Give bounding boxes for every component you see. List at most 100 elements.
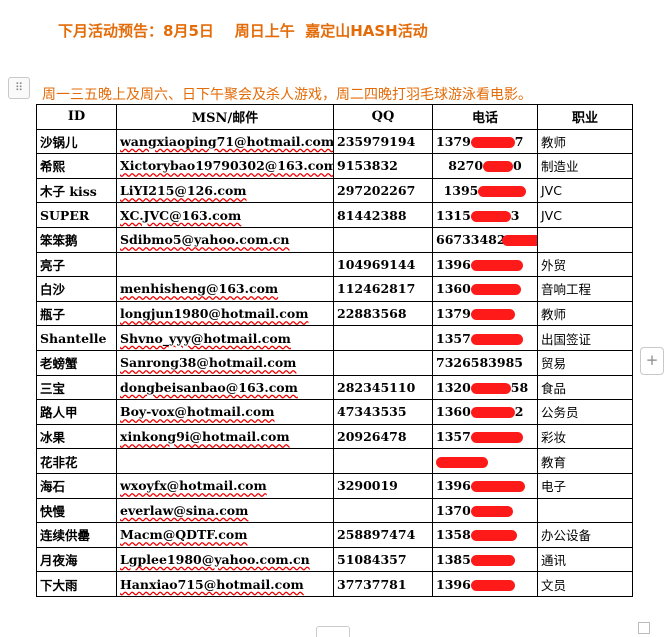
cell-id: 下大雨 — [36, 571, 117, 597]
email-text: XC.JVC@163.com — [120, 207, 242, 223]
phone-text: 1357 — [436, 429, 471, 445]
redaction-mark — [470, 554, 515, 566]
cell-qq — [333, 226, 433, 253]
cell-job — [537, 226, 633, 253]
cell-email: Macm@QDTF.com — [116, 522, 334, 548]
header-phone: 电话 — [432, 104, 538, 130]
cell-email — [116, 251, 334, 278]
phone-text: 1357 — [436, 330, 471, 346]
phone-text: 1360 — [436, 404, 471, 420]
cell-email: wangxiaoping71@hotmail.com — [116, 128, 334, 155]
cell-id: 冰果 — [36, 423, 117, 450]
email-text: Boy-vox@hotmail.com — [120, 404, 275, 420]
cell-phone: 1379 — [432, 300, 538, 327]
redaction-mark — [470, 505, 513, 517]
email-text: Sdibmo5@yahoo.com.cn — [120, 232, 290, 248]
cell-phone: 1360 — [432, 276, 538, 302]
cell-email: Sanrong38@hotmail.com — [116, 349, 334, 376]
phone-tail-text: 2 — [514, 404, 524, 420]
cell-job: 文员 — [537, 571, 633, 597]
table-row: 笨笨鹅 Sdibmo5@yahoo.com.cn 66733482 — [36, 226, 633, 253]
email-text: Shvno_yyy@hotmail.com — [120, 330, 291, 346]
phone-text: 1358 — [436, 527, 471, 543]
add-column-button[interactable]: + — [640, 347, 664, 375]
table-row: 白沙 menhisheng@163.com 112462817 1360 音响工程 — [36, 276, 633, 302]
email-text: Lgplee1980@yahoo.com.cn — [120, 551, 310, 567]
cell-job: 教育 — [537, 448, 633, 474]
cell-job: 音响工程 — [537, 276, 633, 302]
cell-phone: 1396 — [432, 571, 538, 597]
phone-tail-text: 0 — [513, 158, 522, 174]
phone-tail-text: 3 — [510, 207, 520, 223]
cell-email: Xictorybao19790302@163.com — [116, 153, 334, 179]
phone-tail-text: 58 — [510, 379, 529, 395]
cell-phone: 1379 7 — [432, 128, 538, 155]
schedule-subtitle: 周一三五晚上及周六、日下午聚会及杀人游戏，周二四晚打羽毛球游泳看电影。 — [42, 87, 532, 103]
cell-phone: 7326583985 — [432, 349, 538, 376]
cell-id: 快慢 — [36, 497, 117, 524]
cell-phone: 66733482 — [432, 226, 538, 253]
cell-phone: 1395 — [432, 177, 538, 204]
cell-id: 亮子 — [36, 251, 117, 278]
cell-qq: 9153832 — [333, 153, 433, 179]
phone-text: 7326583985 — [436, 355, 523, 371]
cell-job: 彩妆 — [537, 423, 633, 450]
header-email: MSN/邮件 — [116, 104, 334, 130]
redaction-mark — [470, 481, 525, 493]
cell-id: Shantelle — [36, 325, 117, 351]
table-header-row: ID MSN/邮件 QQ 电话 职业 — [36, 104, 633, 130]
cell-qq: 3290019 — [333, 472, 433, 499]
cell-qq — [333, 497, 433, 524]
redaction-mark — [483, 161, 514, 173]
cell-email: xinkong9i@hotmail.com — [116, 423, 334, 450]
table-resize-handle[interactable] — [638, 622, 650, 634]
cell-job: 电子 — [537, 472, 633, 499]
cell-email: XC.JVC@163.com — [116, 202, 334, 228]
cell-id: 木子 kiss — [36, 177, 117, 204]
cell-phone: 1357 — [432, 423, 538, 450]
add-row-handle[interactable] — [316, 626, 350, 637]
cell-id: 瓶子 — [36, 300, 117, 327]
cell-qq: 37737781 — [333, 571, 433, 597]
table-drag-handle-icon[interactable]: ⠿ — [8, 77, 30, 99]
redaction-mark — [470, 284, 521, 296]
cell-qq — [333, 349, 433, 376]
cell-email: longjun1980@hotmail.com — [116, 300, 334, 327]
email-text: everlaw@sina.com — [120, 502, 249, 518]
table-row: 冰果 xinkong9i@hotmail.com 20926478 1357 彩妆 — [36, 423, 633, 450]
phone-text: 1360 — [436, 281, 471, 297]
phone-text: 1370 — [436, 502, 471, 518]
email-text: Sanrong38@hotmail.com — [120, 355, 297, 371]
table-row: 快慢 everlaw@sina.com 1370 — [36, 497, 633, 524]
phone-text: 1385 — [436, 551, 471, 567]
email-text: Xictorybao19790302@163.com — [120, 158, 334, 174]
cell-id: 花非花 — [36, 448, 117, 474]
redaction-mark — [470, 579, 515, 591]
email-text: wangxiaoping71@hotmail.com — [120, 133, 334, 149]
cell-email: wxoyfx@hotmail.com — [116, 472, 334, 499]
cell-qq: 258897474 — [333, 522, 433, 548]
email-text: longjun1980@hotmail.com — [120, 306, 309, 322]
table-row: 老螃蟹 Sanrong38@hotmail.com 7326583985 贸易 — [36, 349, 633, 376]
table-row: 沙锅儿 wangxiaoping71@hotmail.com 235979194 13… — [36, 128, 633, 155]
cell-phone: 8270 0 — [432, 153, 538, 179]
redaction-mark — [470, 333, 523, 345]
phone-text: 1320 — [436, 379, 471, 395]
email-text: wxoyfx@hotmail.com — [120, 478, 267, 494]
email-text: Hanxiao715@hotmail.com — [120, 576, 304, 592]
cell-phone: 1385 — [432, 546, 538, 573]
cell-job — [537, 497, 633, 524]
header-qq: QQ — [333, 104, 433, 130]
cell-id: 笨笨鹅 — [36, 226, 117, 253]
cell-phone: 1360 2 — [432, 399, 538, 425]
redaction-mark — [470, 136, 515, 148]
cell-phone: 1396 — [432, 251, 538, 278]
cell-job: 贸易 — [537, 349, 633, 376]
cell-email: Boy-vox@hotmail.com — [116, 399, 334, 425]
cell-email: everlaw@sina.com — [116, 497, 334, 524]
table-row: 连续供罍 Macm@QDTF.com 258897474 1358 办公设备 — [36, 522, 633, 548]
cell-id: SUPER — [36, 202, 117, 228]
redaction-mark — [470, 382, 511, 394]
phone-text: 8270 — [448, 158, 484, 174]
cell-qq — [333, 325, 433, 351]
